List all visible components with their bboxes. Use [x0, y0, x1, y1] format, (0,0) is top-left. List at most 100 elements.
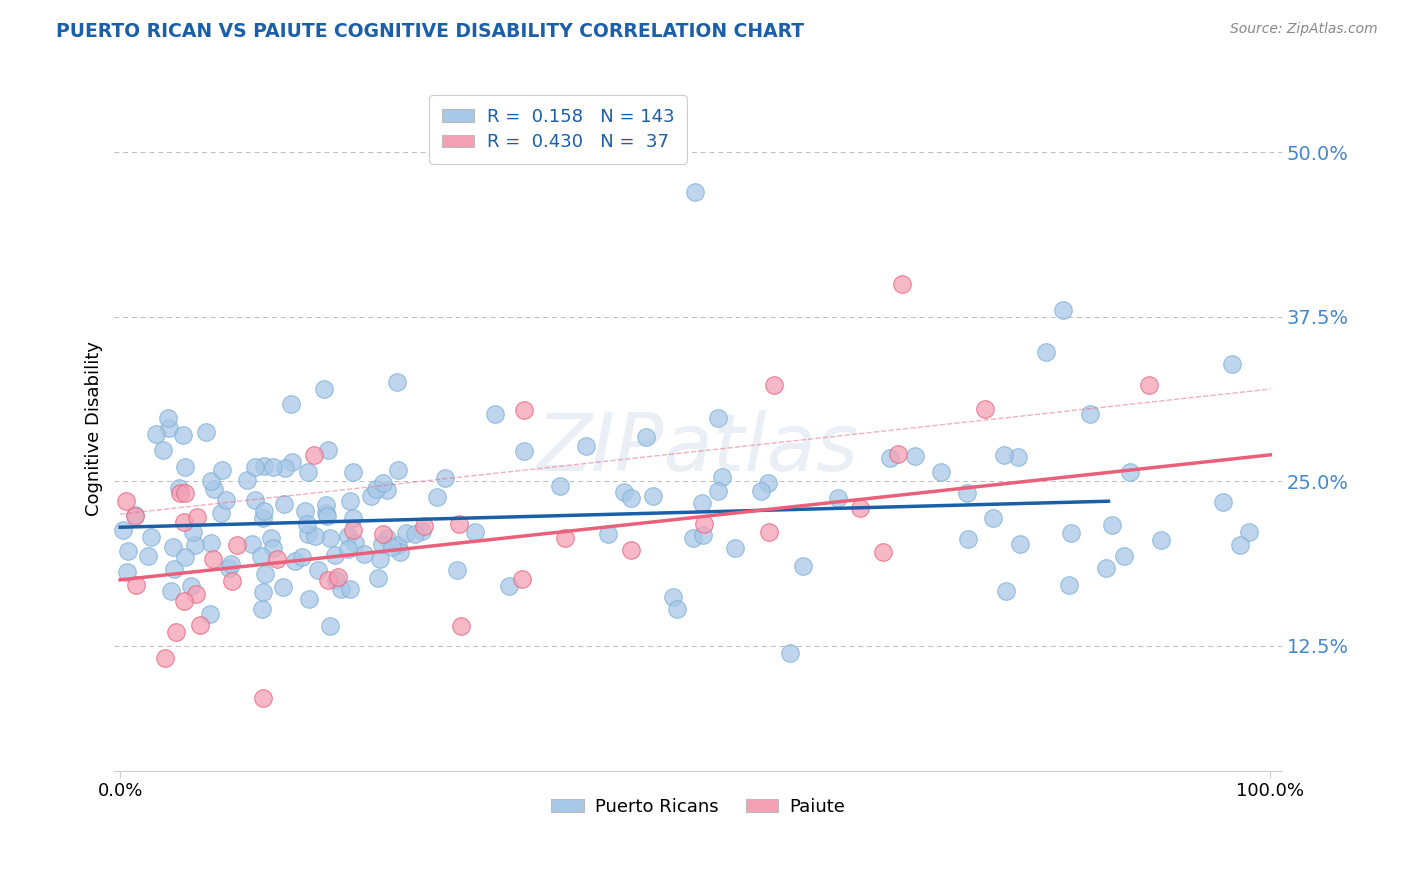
Point: [173, 594, 195, 608]
Point: [368, 552, 391, 566]
Point: [174, 486, 197, 500]
Point: [827, 491, 849, 505]
Point: [1119, 466, 1142, 480]
Point: [172, 428, 194, 442]
Point: [613, 485, 636, 500]
Point: [330, 582, 353, 597]
Point: [252, 511, 274, 525]
Point: [250, 549, 273, 564]
Point: [162, 540, 184, 554]
Point: [1007, 450, 1029, 464]
Point: [387, 538, 409, 552]
Point: [280, 397, 302, 411]
Point: [325, 573, 347, 587]
Point: [318, 619, 340, 633]
Point: [683, 185, 706, 199]
Point: [666, 602, 689, 616]
Point: [209, 506, 232, 520]
Point: [707, 484, 730, 499]
Point: [326, 570, 349, 584]
Point: [157, 421, 180, 435]
Point: [304, 529, 326, 543]
Point: [1212, 495, 1234, 509]
Point: [1220, 357, 1243, 371]
Point: [243, 493, 266, 508]
Point: [202, 482, 225, 496]
Point: [956, 532, 979, 546]
Point: [447, 516, 470, 531]
Point: [413, 518, 436, 533]
Point: [198, 607, 221, 621]
Point: [297, 527, 319, 541]
Point: [200, 536, 222, 550]
Point: [186, 587, 208, 601]
Point: [353, 547, 375, 561]
Point: [225, 538, 247, 552]
Point: [634, 429, 657, 443]
Point: [221, 574, 243, 588]
Point: [180, 580, 202, 594]
Point: [1078, 408, 1101, 422]
Point: [620, 543, 643, 558]
Point: [598, 527, 620, 541]
Point: [1095, 561, 1118, 575]
Point: [1052, 303, 1074, 318]
Point: [200, 474, 222, 488]
Point: [157, 411, 180, 425]
Point: [136, 549, 159, 563]
Point: [1150, 533, 1173, 548]
Point: [253, 459, 276, 474]
Point: [641, 489, 664, 503]
Point: [692, 528, 714, 542]
Point: [323, 549, 346, 563]
Point: [756, 475, 779, 490]
Point: [240, 537, 263, 551]
Point: [174, 459, 197, 474]
Point: [315, 499, 337, 513]
Point: [152, 443, 174, 458]
Point: [981, 510, 1004, 524]
Point: [891, 277, 914, 291]
Point: [124, 508, 146, 522]
Point: [298, 592, 321, 607]
Point: [364, 482, 387, 496]
Point: [188, 618, 211, 632]
Point: [373, 475, 395, 490]
Point: [387, 462, 409, 476]
Point: [273, 580, 295, 594]
Point: [373, 527, 395, 541]
Point: [433, 471, 456, 485]
Point: [904, 450, 927, 464]
Point: [450, 619, 472, 633]
Point: [749, 484, 772, 499]
Point: [342, 524, 364, 538]
Point: [291, 550, 314, 565]
Point: [163, 562, 186, 576]
Point: [117, 565, 139, 579]
Point: [250, 602, 273, 616]
Point: [575, 439, 598, 453]
Point: [1239, 524, 1261, 539]
Text: PUERTO RICAN VS PAIUTE COGNITIVE DISABILITY CORRELATION CHART: PUERTO RICAN VS PAIUTE COGNITIVE DISABIL…: [56, 22, 804, 41]
Point: [183, 538, 205, 552]
Point: [263, 459, 285, 474]
Point: [682, 531, 704, 545]
Y-axis label: Cognitive Disability: Cognitive Disability: [86, 341, 103, 516]
Point: [160, 583, 183, 598]
Point: [1229, 538, 1251, 552]
Point: [274, 460, 297, 475]
Point: [779, 646, 801, 660]
Point: [339, 582, 361, 596]
Point: [195, 425, 218, 439]
Point: [284, 554, 307, 568]
Point: [262, 541, 284, 556]
Point: [620, 491, 643, 505]
Point: [381, 540, 404, 554]
Point: [360, 489, 382, 503]
Point: [1035, 344, 1057, 359]
Point: [124, 509, 146, 524]
Point: [115, 493, 138, 508]
Point: [550, 479, 572, 493]
Point: [252, 504, 274, 518]
Point: [252, 691, 274, 706]
